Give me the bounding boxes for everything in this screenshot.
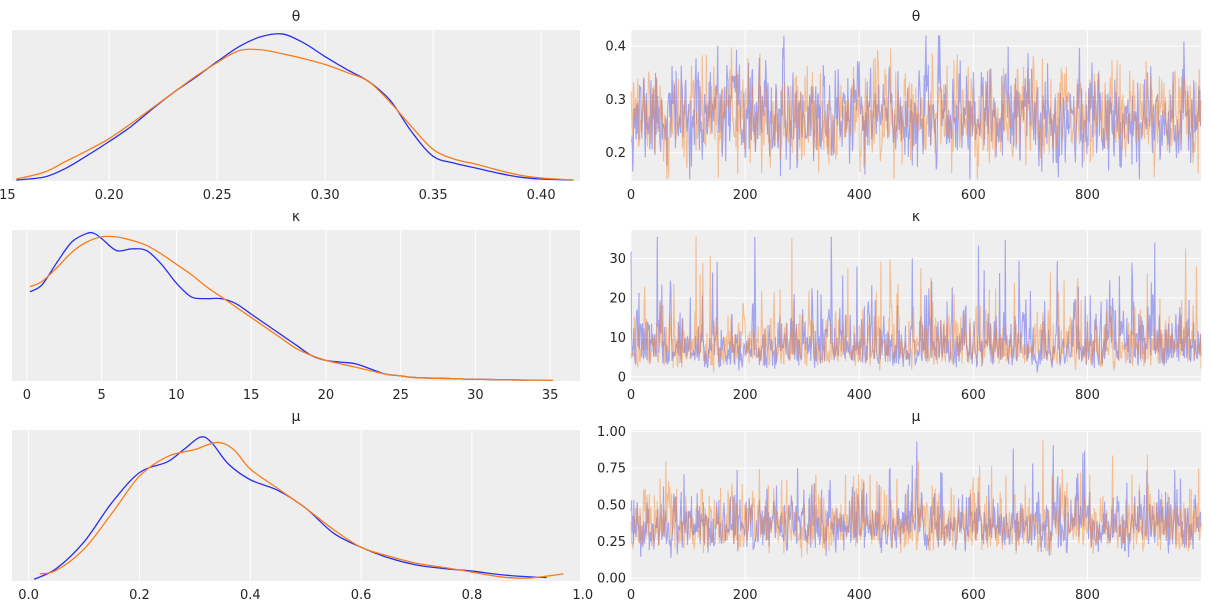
kappa-trace-gridlines <box>630 230 1201 381</box>
kappa-trace-ytick-label: 0 <box>618 371 626 386</box>
mu-trace-xtick-label: 200 <box>733 588 758 603</box>
kappa-kde-xtick-label: 20 <box>318 388 335 403</box>
mu-kde-xtick-label: 1.0 <box>572 588 593 603</box>
kappa-trace-xtick-label: 800 <box>1075 388 1100 403</box>
theta-trace-xtick-label: 800 <box>1075 188 1100 203</box>
theta-trace-xtick-label: 0 <box>627 188 635 203</box>
theta-trace-xticks: 0 200 400 600 800 <box>627 188 1100 203</box>
kappa-trace-chain-1-line <box>630 236 1202 373</box>
kappa-trace-yticks: 0 10 20 30 <box>609 252 626 386</box>
mu-kde-xticks: 0.0 0.2 0.4 0.6 0.8 1.0 <box>18 588 593 603</box>
mu-kde-xtick-label: 0.8 <box>462 588 483 603</box>
kappa-kde-gridlines <box>26 230 551 381</box>
kappa-kde-xtick-label: 30 <box>467 388 484 403</box>
kappa-kde-xtick-label: 10 <box>168 388 185 403</box>
kappa-kde-xtick-label: 35 <box>542 388 559 403</box>
mu-kde-xtick-label: 0.0 <box>18 588 39 603</box>
mu-kde-chain-1-line <box>39 441 564 579</box>
theta-kde-xtick-label: 0.40 <box>527 188 556 203</box>
kappa-trace-xticks: 0 200 400 600 800 <box>627 388 1100 403</box>
mu-trace-gridlines <box>630 430 1201 581</box>
theta-kde-title: θ <box>292 9 301 25</box>
mu-kde-panel: μ 0.0 0.2 0.4 0.6 0.8 1.0 <box>12 409 593 603</box>
kappa-trace-xtick-label: 600 <box>961 388 986 403</box>
kappa-trace-panel: κ 0 200 400 600 800 0 10 20 30 <box>609 209 1202 403</box>
theta-kde-xtick-label: 0.25 <box>203 188 232 203</box>
mu-kde-title: μ <box>292 409 301 425</box>
mu-trace-ytick-label: 0.75 <box>597 462 626 477</box>
kappa-trace-xtick-label: 400 <box>847 388 872 403</box>
mu-kde-xtick-label: 0.6 <box>351 588 372 603</box>
theta-trace-xtick-label: 400 <box>847 188 872 203</box>
mu-kde-series <box>33 436 564 580</box>
kappa-kde-xtick-label: 0 <box>23 388 31 403</box>
kappa-kde-series <box>29 231 554 381</box>
mu-trace-ytick-label: 0.25 <box>597 535 626 550</box>
mu-kde-plot-area <box>12 430 580 581</box>
mu-trace-ytick-label: 1.00 <box>597 425 626 440</box>
kappa-trace-series <box>630 236 1202 373</box>
mu-trace-chain-1-line <box>630 440 1202 558</box>
kappa-trace-ytick-label: 30 <box>609 252 626 267</box>
mu-kde-xtick-label: 0.2 <box>129 588 150 603</box>
kappa-kde-xtick-label: 25 <box>392 388 409 403</box>
theta-trace-panel: θ 0 200 400 600 800 0.2 0.3 0.4 <box>605 9 1202 203</box>
theta-trace-series <box>630 35 1202 180</box>
theta-kde-xticks: 0.15 0.20 0.25 0.30 0.35 0.40 <box>0 188 556 203</box>
theta-trace-ytick-label: 0.2 <box>605 146 626 161</box>
kappa-trace-plot-area <box>631 230 1201 381</box>
mu-trace-title: μ <box>912 409 921 425</box>
theta-trace-title: θ <box>912 9 921 25</box>
mu-trace-ytick-label: 0.50 <box>597 498 626 513</box>
theta-trace-chain-0-line <box>630 35 1202 180</box>
theta-trace-gridlines <box>630 30 1201 181</box>
kappa-trace-xtick-label: 0 <box>627 388 635 403</box>
kappa-kde-plot-area <box>12 230 580 381</box>
mu-trace-xtick-label: 0 <box>627 588 635 603</box>
mu-trace-xtick-label: 600 <box>961 588 986 603</box>
mu-kde-xtick-label: 0.4 <box>240 588 261 603</box>
kappa-kde-chain-1-line <box>29 235 554 381</box>
theta-trace-yticks: 0.2 0.3 0.4 <box>605 40 626 162</box>
mu-trace-ytick-label: 0.00 <box>597 572 626 587</box>
mu-trace-chain-0-line <box>630 441 1202 558</box>
kappa-kde-xticks: 0 5 10 15 20 25 30 35 <box>23 388 559 403</box>
theta-trace-xtick-label: 200 <box>733 188 758 203</box>
theta-kde-chain-0-line <box>16 33 574 181</box>
kappa-kde-xtick-label: 5 <box>98 388 106 403</box>
theta-trace-chain-1-line <box>630 47 1202 180</box>
theta-trace-plot-area <box>631 30 1201 181</box>
mu-trace-xticks: 0 200 400 600 800 <box>627 588 1100 603</box>
theta-kde-xtick-label: 0.20 <box>95 188 124 203</box>
theta-kde-xtick-label: 0.15 <box>0 188 16 203</box>
theta-kde-chain-1-line <box>16 48 574 181</box>
theta-kde-panel: θ 0.15 0.20 0.25 0.30 0.35 0.40 <box>0 9 580 203</box>
theta-trace-xtick-label: 600 <box>961 188 986 203</box>
mu-trace-series <box>630 440 1202 558</box>
theta-kde-plot-area <box>12 30 580 181</box>
mu-trace-plot-area <box>631 430 1201 581</box>
kappa-trace-ytick-label: 10 <box>609 331 626 346</box>
mu-kde-gridlines <box>28 430 473 581</box>
theta-kde-series <box>16 33 574 181</box>
kappa-trace-ytick-label: 20 <box>609 291 626 306</box>
theta-trace-ytick-label: 0.3 <box>605 93 626 108</box>
mu-trace-yticks: 0.00 0.25 0.50 0.75 1.00 <box>597 425 626 587</box>
theta-kde-xtick-label: 0.35 <box>419 188 448 203</box>
theta-trace-ytick-label: 0.4 <box>605 40 626 55</box>
kappa-kde-xtick-label: 15 <box>243 388 260 403</box>
kappa-trace-chain-0-line <box>630 236 1202 373</box>
kappa-kde-panel: κ 0 5 10 15 20 25 30 35 <box>12 209 580 403</box>
mu-trace-xtick-label: 800 <box>1075 588 1100 603</box>
theta-kde-xtick-label: 0.30 <box>311 188 340 203</box>
kappa-kde-title: κ <box>292 209 300 225</box>
kappa-trace-title: κ <box>912 209 920 225</box>
kappa-trace-xtick-label: 200 <box>733 388 758 403</box>
mu-trace-xtick-label: 400 <box>847 588 872 603</box>
mu-trace-panel: μ 0 200 400 600 800 0.00 0.25 0.50 0.75 1.00 <box>597 409 1202 603</box>
